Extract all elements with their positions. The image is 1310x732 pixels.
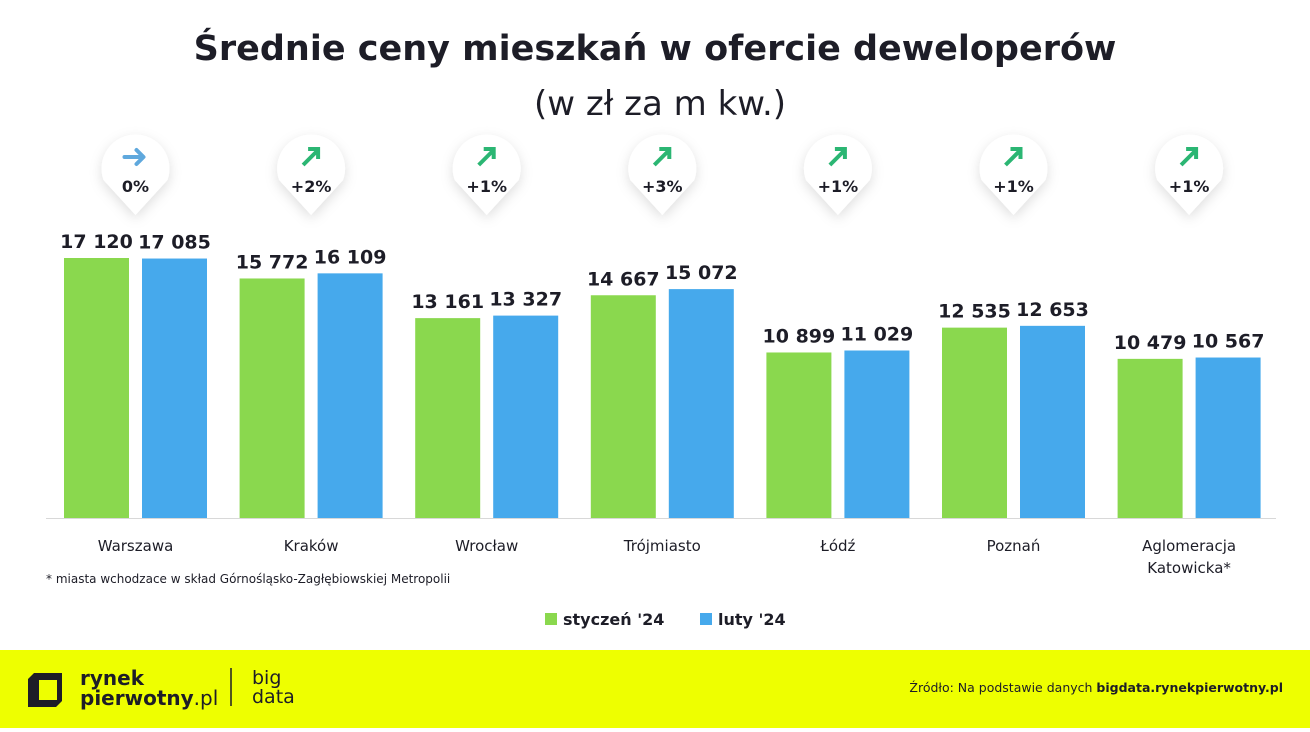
bar-feb	[493, 315, 559, 518]
logo-line2: pierwotny	[80, 686, 194, 710]
bar-jan	[64, 258, 129, 518]
svg-text:pierwotny.pl: pierwotny.pl	[80, 686, 218, 710]
legend-swatch	[700, 613, 712, 625]
arrow-up-right-icon	[1004, 147, 1023, 167]
change-badge: +1%	[979, 134, 1048, 215]
data-label: 13 327	[489, 289, 562, 311]
legend: styczeń '24 luty '24	[545, 610, 786, 629]
x-tick-label: Kraków	[284, 537, 339, 555]
data-label: 10 567	[1192, 331, 1265, 353]
change-label: +2%	[291, 177, 332, 196]
bar-feb	[142, 258, 207, 518]
x-tick-label: Łódź	[819, 537, 855, 555]
bar-jan	[766, 352, 832, 518]
logo-line1: rynek	[80, 666, 145, 690]
source-text: Źródło: Na podstawie danych bigdata.ryne…	[909, 680, 1283, 695]
arrow-up-right-icon	[477, 147, 496, 167]
bar-feb	[1020, 325, 1085, 518]
bar-jan	[415, 318, 481, 518]
data-label: 12 535	[938, 301, 1011, 323]
change-label: 0%	[122, 177, 149, 196]
data-label: 14 667	[587, 268, 660, 290]
change-badge: 0%	[101, 134, 170, 215]
data-label: 15 772	[236, 251, 309, 273]
badge-shape	[803, 134, 872, 215]
bar-jan	[1117, 358, 1183, 518]
change-badge: +1%	[1155, 134, 1224, 215]
badge-shape	[452, 134, 521, 215]
change-badge: +1%	[452, 134, 521, 215]
logo-cube-icon	[28, 673, 62, 707]
bigdata-line1: big	[252, 667, 281, 689]
bar-jan	[239, 278, 305, 518]
data-label: 10 479	[1114, 332, 1187, 354]
data-label: 17 085	[138, 232, 211, 254]
bar-feb	[1195, 357, 1261, 518]
data-label: 16 109	[314, 246, 387, 268]
data-label: 12 653	[1016, 299, 1089, 321]
x-tick-label: Poznań	[987, 537, 1041, 555]
badge-shape	[277, 134, 346, 215]
data-label: 15 072	[665, 262, 738, 284]
arrow-up-right-icon	[652, 147, 672, 167]
footnote: * miasta wchodzace w skład Górnośląsko-Z…	[46, 572, 450, 586]
change-badge: +1%	[803, 134, 872, 215]
bar-feb	[668, 289, 734, 518]
data-label: 13 161	[411, 291, 484, 313]
arrow-right-icon	[122, 148, 146, 166]
badge-shape	[979, 134, 1048, 215]
arrow-up-right-icon	[1179, 147, 1199, 167]
change-label: +1%	[466, 177, 507, 196]
legend-label: luty '24	[718, 610, 786, 629]
bigdata-line2: data	[252, 686, 295, 708]
data-label: 11 029	[841, 324, 914, 346]
chart-title: Średnie ceny mieszkań w ofercie dewelope…	[194, 27, 1117, 69]
badge-shape	[628, 134, 697, 215]
bar-feb	[317, 273, 383, 518]
logo-suffix: .pl	[194, 686, 219, 710]
change-label: +1%	[993, 177, 1034, 196]
x-tick-label: Aglomeracja	[1142, 537, 1236, 555]
arrow-up-right-icon	[828, 147, 847, 167]
chart-subtitle: (w zł za m kw.)	[534, 84, 786, 124]
x-tick-label: Warszawa	[98, 537, 174, 555]
bar-jan	[942, 327, 1007, 518]
arrow-up-right-icon	[301, 147, 321, 167]
change-badge: +2%	[277, 134, 346, 215]
x-tick-label: Katowicka*	[1147, 559, 1231, 577]
x-tick-label: Trójmiasto	[623, 537, 701, 555]
data-label: 10 899	[763, 325, 836, 347]
change-label: +1%	[1169, 177, 1210, 196]
footer-banner	[0, 650, 1310, 728]
change-label: +1%	[818, 177, 859, 196]
badge-shape	[101, 134, 170, 215]
legend-label: styczeń '24	[563, 610, 664, 629]
bar-feb	[844, 350, 910, 518]
change-label: +3%	[642, 177, 683, 196]
rynekpierwotny-logo: rynek pierwotny.pl big data	[28, 666, 295, 710]
change-badge: +3%	[628, 134, 697, 215]
bar-jan	[590, 295, 656, 518]
badge-shape	[1155, 134, 1224, 215]
x-tick-label: Wrocław	[455, 537, 518, 555]
legend-swatch	[545, 613, 557, 625]
data-label: 17 120	[60, 231, 133, 253]
